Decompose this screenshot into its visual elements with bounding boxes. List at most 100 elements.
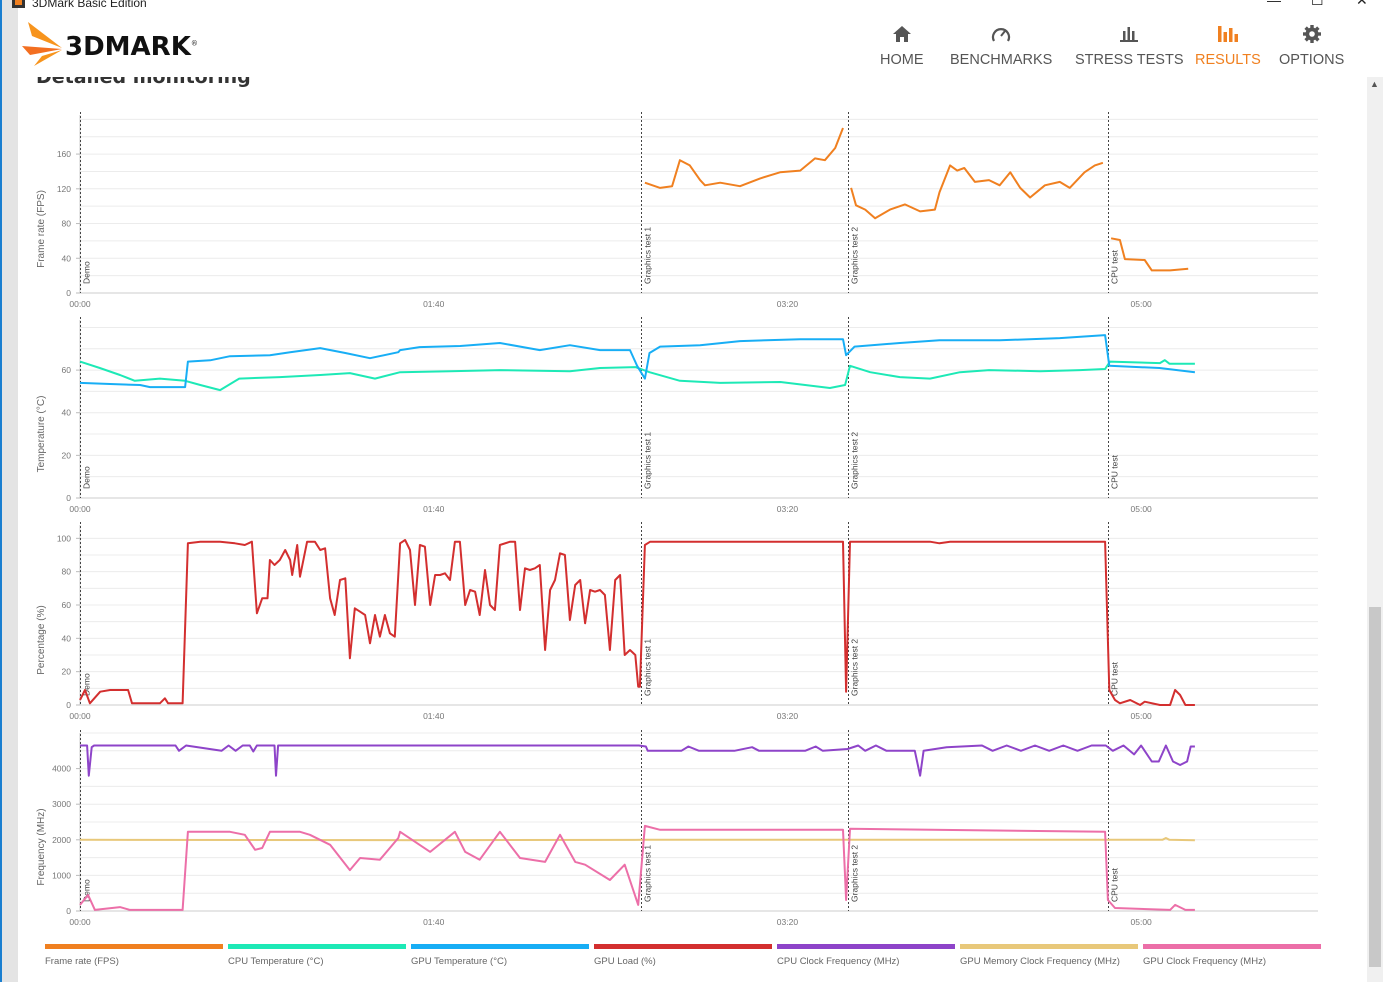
maximize-button[interactable]: ☐ xyxy=(1311,0,1324,8)
y-tick-label: 40 xyxy=(62,633,72,643)
nav-label: OPTIONS xyxy=(1279,52,1345,68)
nav-home[interactable]: HOME xyxy=(880,22,924,68)
x-tick-label: 01:40 xyxy=(423,299,445,309)
legend-item-gpu-clock[interactable]: GPU Clock Frequency (MHz) xyxy=(1143,944,1321,967)
y-tick-label: 0 xyxy=(66,288,71,298)
nav-benchmarks[interactable]: BENCHMARKS xyxy=(950,22,1052,68)
y-tick-label: 0 xyxy=(66,493,71,503)
test-marker-label: CPU test xyxy=(1110,867,1120,902)
legend-label: GPU Load (%) xyxy=(594,956,656,967)
nav-label: BENCHMARKS xyxy=(950,52,1053,68)
x-tick-label: 05:00 xyxy=(1131,504,1153,514)
scroll-up-arrow-icon[interactable]: ▲ xyxy=(1370,79,1379,89)
app-icon xyxy=(12,0,25,8)
chart-legend: Frame rate (FPS) CPU Temperature (°C) GP… xyxy=(45,944,1326,967)
y-axis-label: Temperature (°C) xyxy=(36,396,47,473)
x-tick-label: 03:20 xyxy=(777,299,799,309)
nav-label: HOME xyxy=(880,52,924,68)
test-marker-label: Graphics test 1 xyxy=(643,639,653,696)
window-titlebar: 3DMark Basic Edition — ☐ ✕ xyxy=(0,0,1383,10)
series-line-frame-rate-fps xyxy=(1110,237,1189,272)
x-tick-label: 00:00 xyxy=(69,504,91,514)
legend-item-cpu-clock[interactable]: CPU Clock Frequency (MHz) xyxy=(777,944,955,967)
results-chart-icon xyxy=(1217,22,1239,46)
legend-label: Frame rate (FPS) xyxy=(45,956,119,967)
nav-options[interactable]: OPTIONS xyxy=(1279,22,1344,68)
logo-wordmark: 3DMARK xyxy=(65,32,191,62)
test-marker-label: Demo xyxy=(82,261,92,284)
x-tick-label: 00:00 xyxy=(69,711,91,721)
series-line-cpu-clock-frequency-mhz xyxy=(80,744,1195,777)
legend-item-cpu-temp[interactable]: CPU Temperature (°C) xyxy=(228,944,406,967)
y-tick-label: 40 xyxy=(62,253,72,263)
test-marker-label: Graphics test 2 xyxy=(850,845,860,902)
nav-stress-tests[interactable]: STRESS TESTS xyxy=(1075,22,1184,68)
x-tick-label: 05:00 xyxy=(1131,711,1153,721)
y-tick-label: 40 xyxy=(62,408,72,418)
nav-results[interactable]: RESULTS xyxy=(1195,22,1261,68)
y-tick-label: 1000 xyxy=(52,870,71,880)
y-tick-label: 120 xyxy=(57,184,71,194)
logo-text: 3DMARK® xyxy=(65,32,198,62)
test-marker-label: Demo xyxy=(82,466,92,489)
y-axis-label: Percentage (%) xyxy=(36,605,47,674)
legend-swatch xyxy=(411,944,589,949)
stress-chart-icon xyxy=(1119,22,1139,46)
series-line-cpu-temperature-c xyxy=(79,359,1195,392)
nav-label: STRESS TESTS xyxy=(1075,52,1184,68)
x-tick-label: 00:00 xyxy=(69,917,91,927)
window-left-edge xyxy=(0,0,18,982)
legend-label: CPU Clock Frequency (MHz) xyxy=(777,956,900,967)
test-marker-label: Graphics test 2 xyxy=(850,432,860,489)
y-tick-label: 2000 xyxy=(52,835,71,845)
test-marker-label: Graphics test 1 xyxy=(643,227,653,284)
test-marker-label: CPU test xyxy=(1110,454,1120,489)
series-line-gpu-temperature-c xyxy=(79,334,1196,389)
minimize-button[interactable]: — xyxy=(1267,0,1281,8)
legend-swatch xyxy=(228,944,406,949)
y-tick-label: 100 xyxy=(57,533,71,543)
legend-label: GPU Temperature (°C) xyxy=(411,956,508,967)
y-tick-label: 4000 xyxy=(52,764,71,774)
3dmark-logo-icon xyxy=(22,22,62,66)
test-marker-label: Graphics test 1 xyxy=(643,432,653,489)
chart-3: 0 20 40 60 80 100 00:00 01:40 03:20 05:00 Percenta… xyxy=(36,522,1318,721)
scroll-thumb[interactable] xyxy=(1369,607,1381,967)
y-tick-label: 20 xyxy=(62,667,72,677)
chart-2: 0 20 40 60 00:00 01:40 03:20 05:00 Temperature (… xyxy=(36,317,1318,514)
legend-label: GPU Clock Frequency (MHz) xyxy=(1143,956,1266,967)
vertical-scrollbar[interactable]: ▲ xyxy=(1367,77,1383,982)
test-marker-label: Graphics test 1 xyxy=(643,845,653,902)
test-marker-label: Graphics test 2 xyxy=(850,227,860,284)
series-line-frame-rate-fps xyxy=(644,127,844,189)
x-tick-label: 03:20 xyxy=(777,504,799,514)
y-tick-label: 60 xyxy=(62,600,72,610)
test-marker-label: CPU test xyxy=(1110,661,1120,696)
close-button[interactable]: ✕ xyxy=(1356,0,1368,8)
x-tick-label: 05:00 xyxy=(1131,299,1153,309)
y-tick-label: 80 xyxy=(62,219,72,229)
y-axis-label: Frequency (MHz) xyxy=(36,808,47,885)
y-axis-label: Frame rate (FPS) xyxy=(36,190,47,268)
chart-1: 0 40 80 120 160 00:00 01:40 03:20 05:00 Frame rat… xyxy=(36,112,1318,309)
series-line-gpu-clock-frequency-mhz xyxy=(79,824,1195,911)
legend-label: GPU Memory Clock Frequency (MHz) xyxy=(960,956,1120,967)
y-tick-label: 20 xyxy=(62,450,72,460)
window-title: 3DMark Basic Edition xyxy=(32,0,147,10)
legend-item-gpu-load[interactable]: GPU Load (%) xyxy=(594,944,772,967)
gauge-icon xyxy=(990,22,1012,46)
app-header: 3DMARK® HOME BENCHMARKS STRESS TESTS RES… xyxy=(18,10,1367,77)
legend-item-gpu-temp[interactable]: GPU Temperature (°C) xyxy=(411,944,589,967)
y-tick-label: 3000 xyxy=(52,799,71,809)
y-tick-label: 160 xyxy=(57,149,71,159)
nav-label: RESULTS xyxy=(1195,52,1261,68)
legend-swatch xyxy=(45,944,223,949)
gear-icon xyxy=(1302,22,1322,46)
legend-item-fps[interactable]: Frame rate (FPS) xyxy=(45,944,223,967)
test-marker-label: Demo xyxy=(82,879,92,902)
x-tick-label: 00:00 xyxy=(69,299,91,309)
x-tick-label: 05:00 xyxy=(1131,917,1153,927)
legend-swatch xyxy=(960,944,1138,949)
legend-item-gpu-mem-clock[interactable]: GPU Memory Clock Frequency (MHz) xyxy=(960,944,1138,967)
